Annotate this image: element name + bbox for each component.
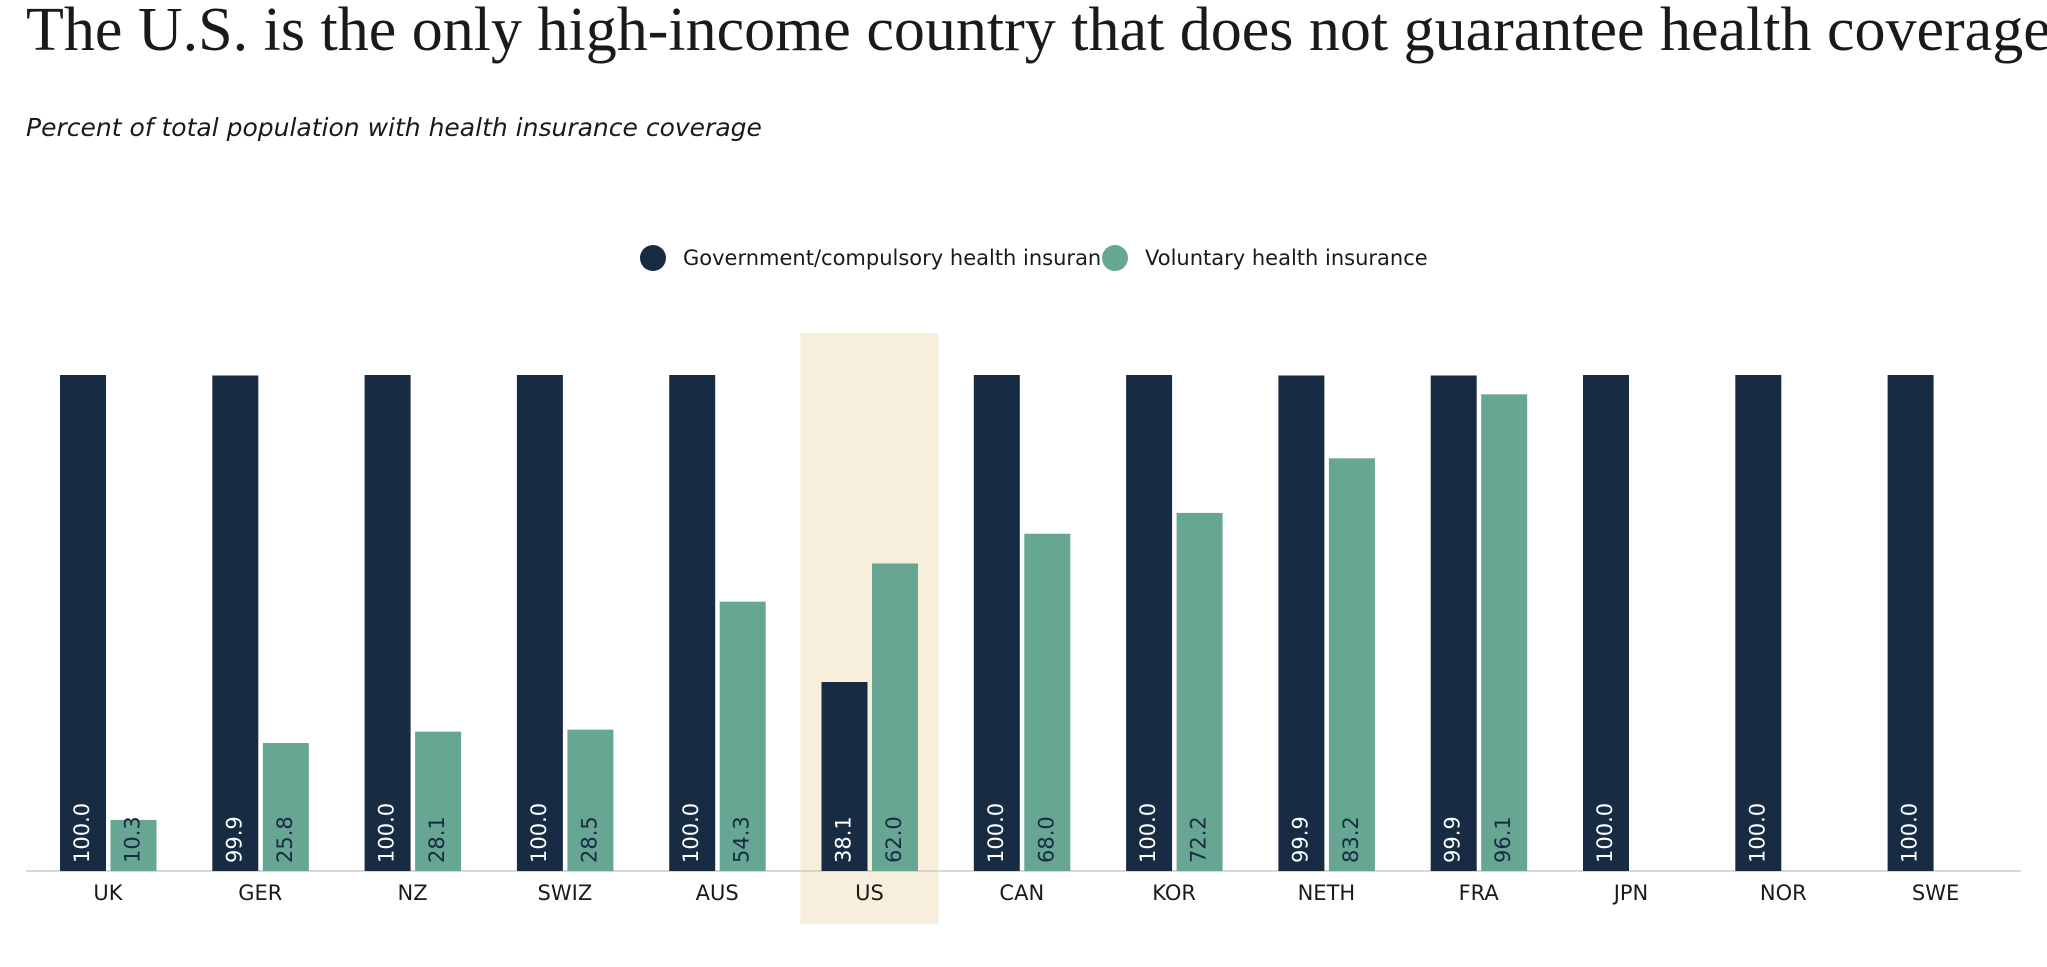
- bar: [1430, 375, 1477, 871]
- value-label: 28.1: [425, 816, 449, 863]
- x-tick-label: KOR: [1152, 881, 1196, 905]
- bar: [212, 375, 259, 871]
- x-tick-label: SWIZ: [538, 881, 593, 905]
- bar: [872, 563, 918, 871]
- legend-marker: [640, 245, 666, 271]
- value-label: 28.5: [577, 816, 601, 863]
- legend-label: Voluntary health insurance: [1145, 246, 1428, 270]
- value-label: 100.0: [984, 803, 1008, 863]
- bar: [516, 375, 563, 871]
- x-tick-label: FRA: [1459, 881, 1500, 905]
- x-tick-label: AUS: [696, 881, 739, 905]
- value-label: 83.2: [1339, 816, 1363, 863]
- value-label: 100.0: [1745, 803, 1769, 863]
- bar: [110, 819, 157, 871]
- value-label: 100.0: [70, 803, 94, 863]
- bar: [567, 729, 614, 871]
- value-label: 100.0: [1898, 803, 1922, 863]
- x-tick-label: CAN: [999, 881, 1044, 905]
- bar: [60, 375, 106, 871]
- bar: [1176, 512, 1223, 871]
- bar: [1887, 375, 1934, 871]
- legend-label: Government/compulsory health insurance: [683, 246, 1126, 270]
- bar: [262, 743, 309, 871]
- bar: [1126, 375, 1173, 871]
- x-tick-label: SWE: [1912, 881, 1959, 905]
- value-label: 62.0: [882, 816, 906, 863]
- value-label: 96.1: [1491, 816, 1515, 863]
- value-label: 100.0: [679, 803, 703, 863]
- x-tick-label: US: [855, 881, 884, 905]
- value-label: 100.0: [1593, 803, 1617, 863]
- value-label: 10.3: [121, 816, 145, 863]
- bar: [1735, 375, 1782, 871]
- value-label: 100.0: [375, 803, 399, 863]
- legend-marker: [1102, 245, 1128, 271]
- x-tick-label: JPN: [1612, 881, 1649, 905]
- x-tick-label: NZ: [398, 881, 428, 905]
- value-label: 68.0: [1034, 816, 1058, 863]
- value-label: 99.9: [1441, 816, 1465, 863]
- value-label: 99.9: [1288, 816, 1312, 863]
- bar: [1278, 375, 1325, 871]
- bar: [821, 682, 868, 871]
- chart-title: The U.S. is the only high-income country…: [26, 0, 2047, 64]
- bar: [1024, 533, 1071, 871]
- value-label: 99.9: [222, 816, 246, 863]
- bar: [415, 731, 462, 871]
- value-label: 54.3: [730, 816, 754, 863]
- value-label: 100.0: [527, 803, 551, 863]
- bar: [669, 375, 716, 871]
- x-tick-label: UK: [93, 881, 123, 905]
- x-tick-label: GER: [238, 881, 282, 905]
- x-tick-label: NETH: [1298, 881, 1356, 905]
- bar: [1481, 394, 1528, 871]
- bar: [719, 601, 766, 871]
- bar: [364, 375, 411, 871]
- chart-subtitle: Percent of total population with health …: [26, 113, 762, 142]
- value-label: 25.8: [273, 816, 297, 863]
- bar: [1583, 375, 1629, 871]
- bar: [1328, 458, 1375, 871]
- x-tick-label: NOR: [1760, 881, 1807, 905]
- value-label: 38.1: [832, 816, 856, 863]
- value-label: 72.2: [1187, 816, 1211, 863]
- value-label: 100.0: [1136, 803, 1160, 863]
- bar: [973, 375, 1020, 871]
